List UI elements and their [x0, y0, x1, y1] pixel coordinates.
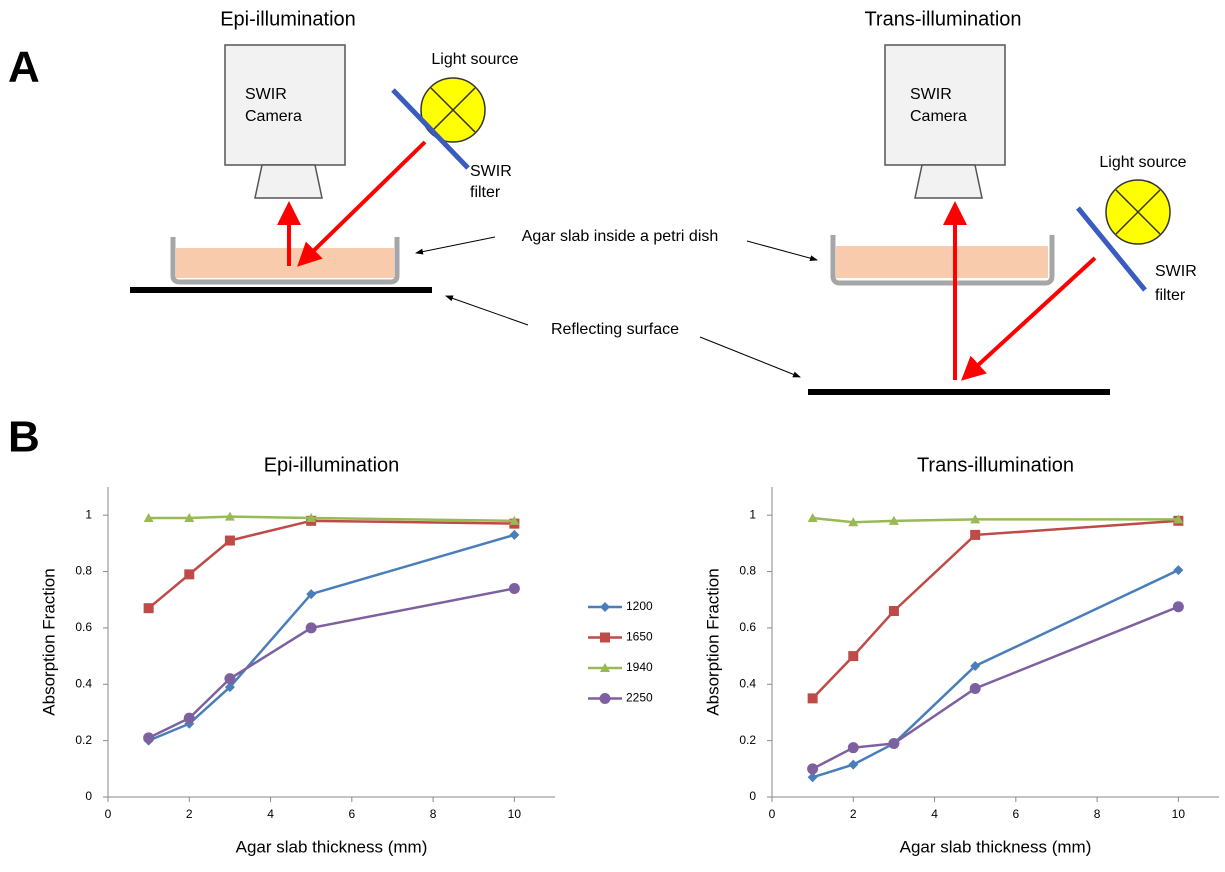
diagram-title: Epi-illumination — [220, 8, 356, 30]
legend-label: 1650 — [626, 630, 653, 644]
y-tick-label: 0 — [85, 789, 92, 803]
camera-label: Camera — [910, 108, 967, 125]
pointer — [416, 237, 495, 253]
marker — [1173, 601, 1184, 612]
trans-diagram: Trans-illumination SWIR Camera Light sou… — [808, 8, 1197, 392]
pointer — [747, 241, 817, 260]
marker — [848, 760, 858, 770]
x-axis-label: Agar slab thickness (mm) — [900, 837, 1092, 856]
agar — [836, 246, 1048, 278]
y-tick-label: 0.4 — [75, 676, 92, 690]
legend-marker — [600, 602, 610, 612]
marker — [143, 732, 154, 743]
marker — [509, 530, 519, 540]
marker — [184, 713, 195, 724]
legend-marker — [600, 633, 610, 643]
y-tick-label: 0.2 — [739, 733, 756, 747]
marker — [888, 738, 899, 749]
filter-label: filter — [1155, 287, 1186, 304]
marker — [848, 651, 858, 661]
panel-label: B — [8, 413, 40, 462]
x-tick-label: 10 — [1172, 807, 1186, 821]
marker — [144, 603, 154, 613]
marker — [807, 763, 818, 774]
camera — [225, 45, 345, 165]
x-tick-label: 0 — [769, 807, 776, 821]
camera-label: SWIR — [245, 86, 287, 103]
diagram-title: Trans-illumination — [864, 8, 1021, 30]
series-line — [149, 535, 515, 741]
x-tick-label: 2 — [186, 807, 193, 821]
series-line — [149, 588, 515, 737]
marker — [808, 693, 818, 703]
x-tick-label: 0 — [105, 807, 112, 821]
y-tick-label: 0.2 — [75, 733, 92, 747]
y-tick-label: 0.4 — [739, 676, 756, 690]
series-line — [813, 521, 1179, 699]
x-tick-label: 8 — [1094, 807, 1101, 821]
annotation: Agar slab inside a petri dish — [522, 228, 719, 245]
camera-label: Camera — [245, 108, 302, 125]
marker — [306, 622, 317, 633]
chart-title: Trans-illumination — [917, 454, 1074, 476]
marker — [970, 683, 981, 694]
x-tick-label: 10 — [508, 807, 522, 821]
panel-label: A — [8, 43, 40, 92]
filter-label: SWIR — [1155, 263, 1197, 280]
pointer — [700, 337, 800, 377]
legend-label: 2250 — [626, 691, 653, 705]
y-tick-label: 1 — [749, 507, 756, 521]
marker — [848, 742, 859, 753]
x-tick-label: 6 — [1012, 807, 1019, 821]
lens — [255, 165, 322, 198]
legend-label: 1200 — [626, 599, 653, 613]
pointer — [446, 296, 528, 325]
annotation: Reflecting surface — [551, 321, 679, 338]
marker — [509, 583, 520, 594]
series-line — [149, 521, 515, 608]
x-tick-label: 8 — [430, 807, 437, 821]
marker — [1173, 565, 1183, 575]
camera — [885, 45, 1005, 165]
series-line — [813, 607, 1179, 769]
lens — [915, 165, 982, 198]
x-tick-label: 4 — [931, 807, 938, 821]
agar — [176, 248, 394, 278]
filter-label: filter — [470, 184, 501, 201]
series-line — [813, 518, 1179, 522]
x-tick-label: 4 — [267, 807, 274, 821]
marker — [970, 530, 980, 540]
legend-marker — [600, 693, 611, 704]
chart-title: Epi-illumination — [264, 454, 400, 476]
y-tick-label: 0.8 — [75, 564, 92, 578]
y-tick-label: 1 — [85, 507, 92, 521]
marker — [225, 536, 235, 546]
marker — [889, 606, 899, 616]
light-label: Light source — [431, 51, 518, 68]
y-axis-label: Absorption Fraction — [703, 568, 722, 715]
y-axis-label: Absorption Fraction — [39, 568, 58, 715]
y-tick-label: 0 — [749, 789, 756, 803]
marker — [184, 569, 194, 579]
epi-diagram: Epi-illumination SWIR Camera Light sourc… — [130, 8, 519, 290]
y-tick-label: 0.6 — [739, 620, 756, 634]
x-tick-label: 6 — [348, 807, 355, 821]
x-axis-label: Agar slab thickness (mm) — [236, 837, 428, 856]
figure: A B Epi-illumination SWIR Camera Light s… — [0, 0, 1225, 867]
legend-label: 1940 — [626, 660, 653, 674]
camera-label: SWIR — [910, 86, 952, 103]
y-tick-label: 0.6 — [75, 620, 92, 634]
filter-label: SWIR — [470, 163, 512, 180]
light-label: Light source — [1099, 154, 1186, 171]
x-tick-label: 2 — [850, 807, 857, 821]
marker — [224, 673, 235, 684]
y-tick-label: 0.8 — [739, 564, 756, 578]
